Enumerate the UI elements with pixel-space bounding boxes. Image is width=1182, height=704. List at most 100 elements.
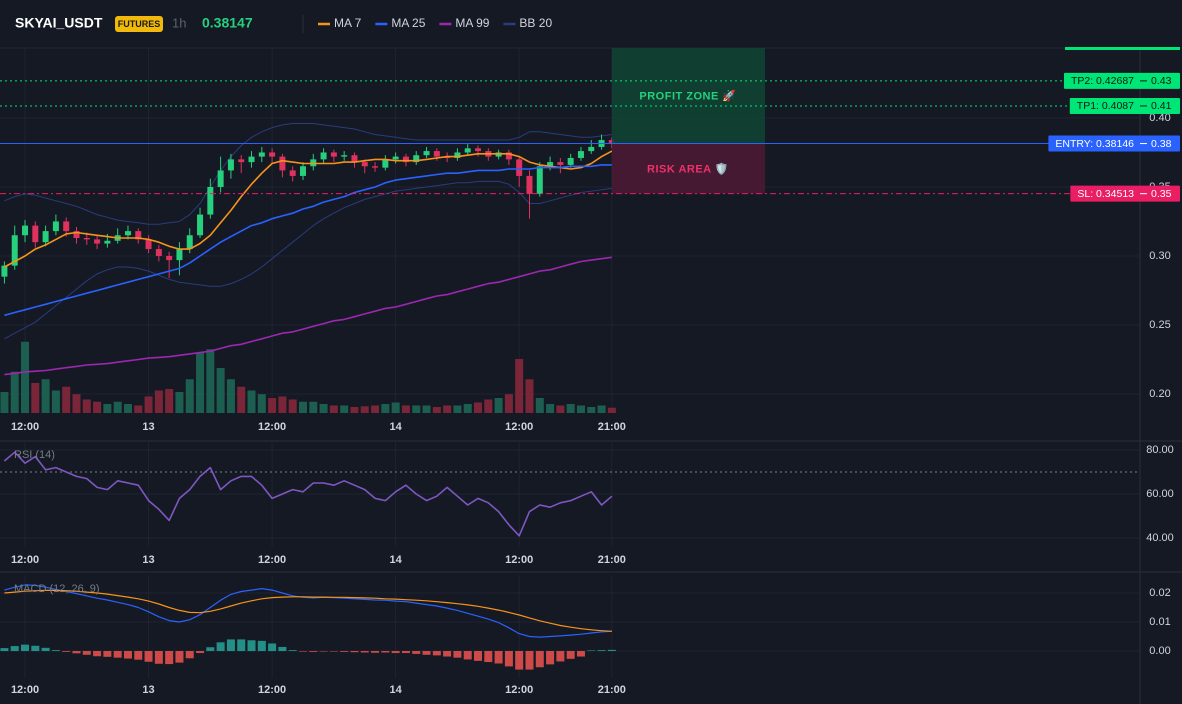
histogram-bar (371, 651, 380, 653)
candle-body (423, 151, 430, 156)
x-tick-label: 13 (142, 554, 154, 566)
candle-body (588, 146, 595, 152)
candle-body (475, 148, 482, 152)
candle-body (217, 170, 224, 187)
volume-bar (309, 401, 318, 413)
candle-body (341, 155, 348, 157)
candle-body (526, 175, 533, 194)
histogram-bar (257, 640, 266, 652)
x-tick-label: 12:00 (505, 421, 533, 433)
volume-bar (113, 401, 122, 413)
histogram-bar (474, 651, 483, 661)
y-tick-label: 0.30 (1149, 250, 1170, 262)
x-tick-label: 12:00 (258, 421, 286, 433)
x-tick-label: 21:00 (598, 684, 626, 696)
level-label: ENTRY: 0.38146 (1055, 138, 1134, 150)
x-tick-label: 12:00 (11, 684, 39, 696)
candle-body (279, 156, 286, 171)
candle-body (464, 148, 471, 153)
candle-body (258, 152, 265, 157)
volume-bar (453, 405, 462, 413)
y-tick-label: 0.25 (1149, 319, 1170, 331)
volume-bar (298, 401, 307, 413)
x-tick-label: 13 (142, 421, 154, 433)
y-tick-label: 0.00 (1149, 645, 1170, 657)
volume-bar (412, 405, 421, 413)
candle-body (320, 152, 327, 160)
candle-body (567, 157, 574, 165)
histogram-bar (103, 651, 112, 657)
volume-bar (185, 379, 194, 413)
histogram-bar (329, 651, 338, 652)
histogram-bar (566, 651, 575, 659)
candle-body (124, 231, 131, 236)
zone (612, 143, 765, 194)
level-tag (1048, 135, 1180, 152)
histogram-bar (546, 651, 555, 665)
candle-body (83, 238, 90, 240)
candle-body (392, 156, 399, 160)
x-tick-label: 12:00 (11, 554, 39, 566)
volume-bar (196, 353, 205, 413)
histogram-bar (62, 651, 71, 652)
candle-body (269, 152, 276, 157)
volume-bar (123, 404, 132, 413)
volume-bar (546, 404, 555, 413)
x-tick-label: 21:00 (598, 554, 626, 566)
volume-bar (401, 405, 410, 413)
histogram-bar (597, 650, 606, 652)
histogram-bar (391, 651, 400, 654)
volume-bar (494, 398, 503, 413)
level-label: TP1: 0.4087 (1077, 100, 1134, 112)
volume-bar (103, 404, 112, 413)
histogram-bar (247, 640, 256, 652)
histogram-bar (154, 651, 163, 664)
volume-bar (257, 394, 266, 413)
volume-bar (371, 405, 380, 413)
candle-body (63, 221, 70, 232)
legend-label: MA 99 (455, 16, 489, 30)
histogram-bar (381, 651, 390, 653)
volume-bar (525, 379, 534, 413)
candle-body (32, 225, 39, 243)
histogram-bar (350, 651, 359, 653)
volume-bar (515, 359, 524, 413)
candle-body (361, 162, 368, 167)
candle-body (207, 186, 214, 215)
x-tick-label: 14 (390, 554, 403, 566)
histogram-bar (72, 651, 81, 654)
volume-bar (381, 404, 390, 413)
level-tick-label: 0.41 (1151, 100, 1172, 112)
candle-body (145, 239, 152, 250)
candle-body (577, 151, 584, 158)
candle-body (382, 159, 389, 168)
histogram-bar (607, 649, 616, 652)
candle-body (11, 235, 18, 266)
x-tick-label: 21:00 (598, 421, 626, 433)
volume-bar (31, 383, 40, 413)
badge-text: FUTURES (118, 19, 161, 29)
histogram-bar (113, 651, 122, 658)
candle-body (289, 170, 296, 176)
histogram-bar (515, 651, 524, 670)
legend-label: MA 25 (391, 16, 425, 30)
level-label: SL: 0.34513 (1077, 188, 1134, 200)
legend-label: MA 7 (334, 16, 362, 30)
candle-body (505, 152, 512, 160)
interval: 1h (172, 15, 186, 30)
price: 0.38147 (202, 15, 253, 31)
volume-bar (587, 407, 596, 413)
histogram-bar (432, 651, 441, 656)
level-marker (1065, 47, 1180, 50)
x-tick-label: 12:00 (505, 554, 533, 566)
x-tick-label: 12:00 (258, 554, 286, 566)
candle-body (454, 152, 461, 158)
bollinger-lower (4, 180, 612, 340)
candle-body (22, 225, 29, 236)
volume-bar (165, 389, 174, 413)
histogram-bar (51, 650, 60, 652)
level-tag (1070, 185, 1180, 202)
volume-bar (340, 405, 349, 413)
panel-title: MACD (12, 26, 9) (14, 583, 100, 595)
